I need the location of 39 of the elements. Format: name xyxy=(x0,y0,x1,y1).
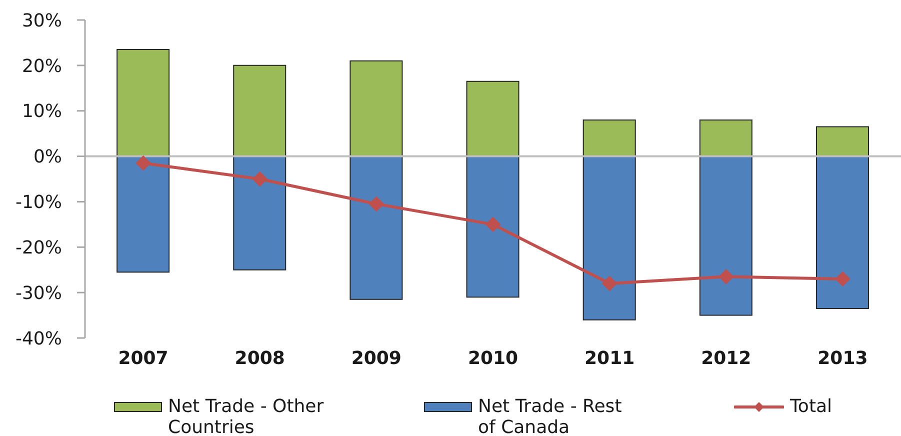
bar xyxy=(466,80,520,157)
bar xyxy=(582,156,636,320)
legend-label: Net Trade - Rest of Canada xyxy=(478,396,623,436)
point xyxy=(252,172,268,186)
bar xyxy=(816,126,869,157)
x-tick-label: 2008 xyxy=(234,348,285,369)
x-tick-label: 2007 xyxy=(118,348,168,369)
y-tick-label: -20% xyxy=(15,238,62,259)
y-tick-label: 0% xyxy=(33,146,62,168)
bar xyxy=(350,156,403,300)
bar xyxy=(233,156,286,270)
bar xyxy=(582,119,636,157)
x-tick-label: 2009 xyxy=(351,348,402,369)
y-tick-label: -30% xyxy=(15,282,62,304)
bar xyxy=(466,156,520,298)
bar xyxy=(699,156,752,316)
y-tick-label: -10% xyxy=(15,192,62,214)
point xyxy=(718,269,734,284)
bar xyxy=(233,64,286,157)
point xyxy=(835,271,850,286)
x-tick-label: 2012 xyxy=(701,348,752,369)
y-tick-label: -40% xyxy=(15,328,62,350)
point xyxy=(602,276,618,291)
x-tick-label: 2011 xyxy=(584,348,635,369)
point xyxy=(136,156,151,171)
x-tick-label: 2013 xyxy=(818,348,868,369)
bar xyxy=(116,156,170,273)
bar xyxy=(816,156,869,309)
point xyxy=(368,196,384,212)
legend-label: Net Trade - Other Countries xyxy=(168,396,325,436)
point xyxy=(486,216,500,232)
bar xyxy=(350,60,403,157)
x-tick-label: 2010 xyxy=(468,348,518,369)
bar xyxy=(116,49,170,157)
y-tick-label: 30% xyxy=(22,10,62,32)
bar xyxy=(699,119,752,157)
legend-label: Total xyxy=(790,396,834,417)
y-tick-label: 20% xyxy=(22,56,62,77)
y-tick-label: 10% xyxy=(22,101,62,122)
